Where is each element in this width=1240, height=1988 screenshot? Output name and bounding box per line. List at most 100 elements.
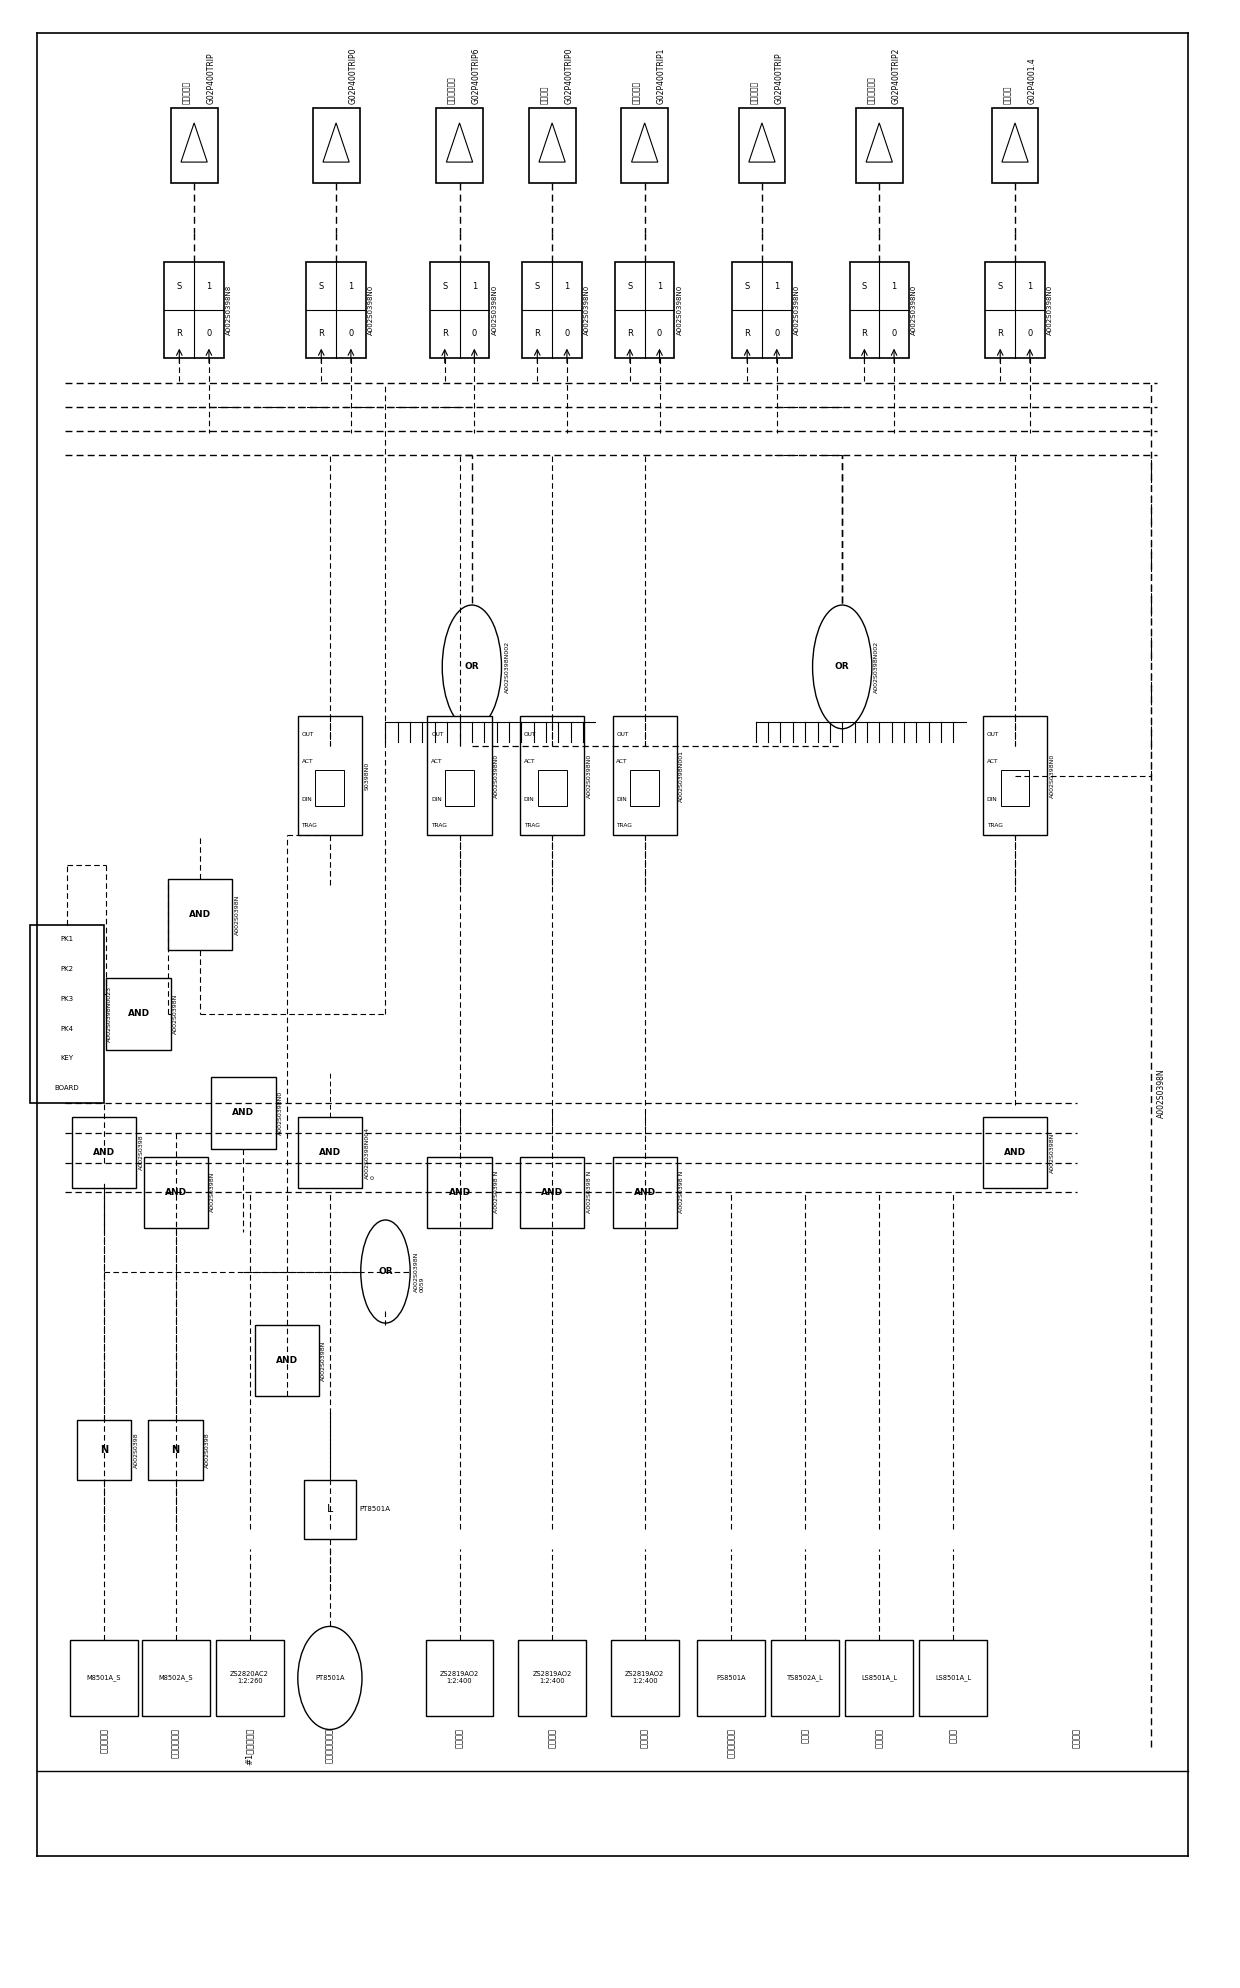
Text: AND: AND	[275, 1356, 298, 1366]
FancyBboxPatch shape	[846, 1640, 913, 1716]
Text: S: S	[744, 282, 750, 290]
Text: M8502A_S: M8502A_S	[159, 1674, 193, 1682]
Polygon shape	[1002, 123, 1028, 163]
Text: 0: 0	[564, 330, 569, 338]
FancyBboxPatch shape	[630, 769, 660, 805]
Text: 其他相关信息: 其他相关信息	[727, 1728, 735, 1757]
Text: 1: 1	[892, 282, 897, 290]
FancyBboxPatch shape	[77, 1419, 131, 1479]
FancyBboxPatch shape	[298, 1117, 362, 1189]
FancyBboxPatch shape	[613, 716, 677, 835]
FancyBboxPatch shape	[739, 107, 785, 183]
Text: 1: 1	[1027, 282, 1033, 290]
FancyBboxPatch shape	[518, 1640, 587, 1716]
FancyBboxPatch shape	[216, 1640, 284, 1716]
Text: M8501A_S: M8501A_S	[87, 1674, 122, 1682]
Text: DIN: DIN	[987, 797, 997, 803]
Circle shape	[298, 1626, 362, 1730]
Text: DIN: DIN	[432, 797, 441, 803]
Text: TS8502A_L: TS8502A_L	[787, 1674, 823, 1682]
Text: OUT: OUT	[987, 732, 999, 738]
FancyBboxPatch shape	[856, 107, 903, 183]
FancyBboxPatch shape	[72, 1117, 136, 1189]
Text: A002S0398: A002S0398	[134, 1431, 139, 1467]
Text: 安全系统: 安全系统	[548, 1728, 557, 1747]
Text: A002S0398N0023: A002S0398N0023	[107, 986, 112, 1042]
Text: 0: 0	[206, 330, 212, 338]
Text: A002S0398: A002S0398	[139, 1135, 144, 1171]
Text: A002S0398N: A002S0398N	[1157, 1068, 1166, 1117]
Text: S: S	[443, 282, 448, 290]
Text: PK1: PK1	[61, 936, 73, 942]
Text: TRAG: TRAG	[523, 823, 539, 829]
FancyBboxPatch shape	[1001, 769, 1029, 805]
Text: A002S0398N0: A002S0398N0	[587, 753, 591, 797]
Text: ACT: ACT	[987, 759, 998, 763]
FancyBboxPatch shape	[312, 107, 360, 183]
FancyBboxPatch shape	[697, 1640, 765, 1716]
FancyBboxPatch shape	[611, 1640, 678, 1716]
Text: 变流器故障: 变流器故障	[750, 82, 759, 103]
Text: ACT: ACT	[616, 759, 627, 763]
FancyBboxPatch shape	[304, 1479, 356, 1539]
Ellipse shape	[812, 604, 872, 730]
FancyBboxPatch shape	[733, 262, 791, 358]
Text: BOARD: BOARD	[55, 1085, 79, 1091]
Text: 1: 1	[774, 282, 780, 290]
Text: 故障信息: 故障信息	[1003, 85, 1012, 103]
Text: G02P400TRIP: G02P400TRIP	[207, 52, 216, 103]
Text: ZS2819AO2
1:2:400: ZS2819AO2 1:2:400	[532, 1672, 572, 1684]
FancyBboxPatch shape	[254, 1326, 319, 1396]
Text: R: R	[862, 330, 867, 338]
Text: TRAG: TRAG	[616, 823, 632, 829]
Text: A002S0398: A002S0398	[206, 1431, 211, 1467]
Text: AND: AND	[1004, 1149, 1025, 1157]
FancyBboxPatch shape	[149, 1419, 203, 1479]
Text: G02P400TRIP1: G02P400TRIP1	[657, 48, 666, 103]
Polygon shape	[539, 123, 565, 163]
Polygon shape	[181, 123, 207, 163]
Text: A002S0398N: A002S0398N	[1049, 1133, 1054, 1173]
Text: N: N	[100, 1445, 108, 1455]
Text: 0: 0	[774, 330, 780, 338]
Text: A002S0398N0: A002S0398N0	[278, 1091, 283, 1135]
FancyBboxPatch shape	[315, 769, 345, 805]
Polygon shape	[866, 123, 893, 163]
FancyBboxPatch shape	[613, 1157, 677, 1229]
Text: A002S0398N0: A002S0398N0	[911, 284, 918, 336]
Text: 发电机故障信息: 发电机故障信息	[325, 1728, 335, 1763]
Text: A002S0398N: A002S0398N	[174, 994, 179, 1034]
Text: 变流器: 变流器	[949, 1728, 957, 1743]
Text: AND: AND	[319, 1149, 341, 1157]
Text: A002S0398N: A002S0398N	[234, 895, 239, 934]
FancyBboxPatch shape	[298, 716, 362, 835]
Text: G02P400TRIP6: G02P400TRIP6	[472, 48, 481, 103]
Text: A002S0398N0: A002S0398N0	[1047, 284, 1053, 336]
Text: PT8501A: PT8501A	[315, 1676, 345, 1682]
FancyBboxPatch shape	[919, 1640, 987, 1716]
Text: LS8501A_L: LS8501A_L	[935, 1674, 971, 1682]
FancyBboxPatch shape	[983, 716, 1047, 835]
FancyBboxPatch shape	[425, 1640, 494, 1716]
FancyBboxPatch shape	[144, 1157, 207, 1229]
Text: DIN: DIN	[523, 797, 534, 803]
Text: 1: 1	[657, 282, 662, 290]
Text: A002S0398N0: A002S0398N0	[1049, 753, 1054, 797]
Text: ZS2820AC2
1:2:260: ZS2820AC2 1:2:260	[231, 1672, 269, 1684]
Text: S: S	[627, 282, 632, 290]
FancyBboxPatch shape	[445, 769, 474, 805]
Text: PK4: PK4	[61, 1026, 73, 1032]
Text: 发电机故障: 发电机故障	[182, 82, 191, 103]
Text: PK2: PK2	[61, 966, 73, 972]
Text: OUT: OUT	[432, 732, 444, 738]
Text: 机组约束条件: 机组约束条件	[171, 1728, 180, 1757]
Polygon shape	[631, 123, 658, 163]
Text: A002S0398N0: A002S0398N0	[491, 284, 497, 336]
Text: AND: AND	[541, 1187, 563, 1197]
Text: G02P400TRIP0: G02P400TRIP0	[564, 48, 573, 103]
Text: OR: OR	[465, 662, 479, 672]
Text: OUT: OUT	[523, 732, 536, 738]
FancyBboxPatch shape	[306, 262, 366, 358]
Text: S: S	[862, 282, 867, 290]
FancyBboxPatch shape	[30, 924, 104, 1103]
